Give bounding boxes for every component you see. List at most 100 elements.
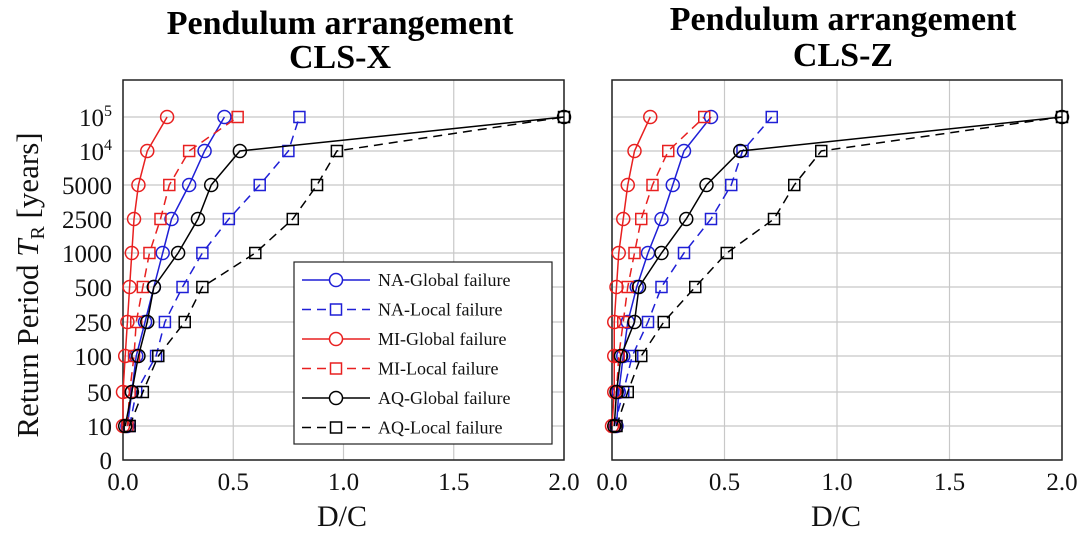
x-axis-label-right: D/C — [811, 500, 861, 533]
data-point-mi-global-failure — [124, 245, 140, 261]
data-point-na-local-failure — [641, 315, 655, 329]
series-line-mi-local-failure — [613, 116, 705, 427]
data-point-mi-global-failure — [122, 279, 137, 295]
data-point-aq-local-failure — [136, 385, 150, 399]
data-point-aq-global-failure — [140, 314, 155, 330]
legend-marker-mi-global-failure — [328, 331, 344, 347]
chart-title-left: Pendulum arrangement — [167, 5, 514, 42]
data-point-aq-local-failure — [286, 212, 300, 226]
data-point-aq-local-failure — [557, 110, 571, 124]
y-axis-label-unit: [years] — [10, 132, 45, 226]
data-point-aq-local-failure — [610, 419, 623, 433]
data-point-mi-local-failure — [635, 212, 648, 226]
data-point-na-global-failure — [164, 211, 179, 227]
data-point-mi-local-failure — [154, 212, 167, 226]
data-point-aq-local-failure — [815, 144, 828, 158]
data-point-aq-local-failure — [196, 280, 209, 294]
y-tick-base: 10 — [79, 139, 104, 166]
legend-label-aq-local-failure: AQ-Local failure — [378, 418, 502, 438]
x-tick-label: 0.0 — [596, 469, 627, 496]
data-point-mi-local-failure — [662, 144, 675, 158]
data-point-aq-global-failure — [556, 109, 572, 125]
series-line-aq-local-failure — [615, 116, 1063, 427]
y-tick-label: 105 — [79, 103, 112, 132]
data-point-mi-global-failure — [627, 143, 642, 159]
data-point-na-local-failure — [158, 315, 172, 329]
data-point-na-local-failure — [222, 212, 236, 226]
data-point-aq-local-failure — [767, 212, 781, 226]
chart-subtitle-left: CLS-X — [289, 39, 391, 76]
series-line-aq-global-failure — [124, 116, 565, 427]
data-point-na-global-failure — [676, 143, 692, 159]
data-point-aq-local-failure — [178, 315, 191, 329]
data-point-na-local-failure — [253, 178, 266, 192]
data-point-aq-global-failure — [631, 279, 647, 295]
data-point-na-local-failure — [677, 246, 691, 260]
data-point-aq-global-failure — [733, 143, 748, 159]
data-point-na-local-failure — [196, 246, 209, 260]
data-point-aq-local-failure — [310, 178, 324, 192]
data-point-na-local-failure — [725, 178, 738, 192]
y-tick-label: 10 — [87, 414, 112, 441]
x-tick-label: 1.5 — [934, 469, 965, 496]
chart-title-right: Pendulum arrangement — [670, 1, 1017, 38]
legend-label-na-local-failure: NA-Local failure — [378, 300, 502, 320]
y-axis-label: Return Period TR [years] — [10, 132, 49, 437]
data-point-aq-local-failure — [330, 144, 344, 158]
series-line-na-global-failure — [126, 116, 226, 427]
data-point-na-local-failure — [765, 110, 778, 124]
legend-label-aq-global-failure: AQ-Global failure — [378, 388, 510, 408]
y-tick-base: 10 — [79, 105, 104, 132]
data-point-aq-global-failure — [679, 211, 694, 227]
data-point-aq-global-failure — [131, 348, 146, 364]
y-tick-exponent: 5 — [104, 103, 112, 120]
data-point-na-local-failure — [704, 212, 718, 226]
data-point-aq-global-failure — [190, 211, 206, 227]
data-point-aq-global-failure — [654, 245, 669, 261]
data-point-na-local-failure — [655, 280, 668, 294]
data-point-aq-local-failure — [689, 280, 702, 294]
x-tick-label: 1.0 — [821, 469, 852, 496]
data-point-na-global-failure — [654, 211, 669, 227]
x-tick-label: 2.0 — [548, 469, 579, 496]
y-tick-label: 100 — [75, 344, 113, 371]
data-point-aq-global-failure — [117, 418, 133, 434]
data-point-na-local-failure — [176, 280, 189, 294]
y-axis-label-italic: T — [10, 237, 45, 257]
y-tick-label: 0 — [100, 448, 113, 475]
legend-marker-aq-local-failure — [329, 421, 343, 434]
legend-label-mi-global-failure: MI-Global failure — [378, 329, 506, 349]
data-point-na-global-failure — [197, 143, 212, 159]
x-tick-label: 2.0 — [1046, 469, 1077, 496]
legend-label-na-global-failure: NA-Global failure — [378, 270, 510, 290]
data-point-mi-local-failure — [163, 178, 176, 192]
data-point-mi-global-failure — [611, 245, 626, 261]
legend-marker-aq-global-failure — [328, 390, 344, 406]
y-tick-label: 500 — [75, 275, 113, 302]
legend-marker-mi-local-failure — [329, 362, 343, 375]
data-point-aq-local-failure — [720, 246, 733, 260]
data-point-mi-local-failure — [136, 280, 150, 294]
data-point-aq-local-failure — [249, 246, 262, 260]
data-point-mi-local-failure — [129, 315, 143, 329]
y-tick-label: 2500 — [62, 207, 112, 234]
y-tick-label: 104 — [79, 137, 112, 166]
x-tick-label: 0.5 — [218, 469, 249, 496]
data-point-mi-global-failure — [607, 314, 622, 330]
data-point-aq-global-failure — [607, 418, 622, 434]
data-point-aq-local-failure — [152, 349, 165, 363]
y-tick-exponent: 4 — [104, 137, 112, 154]
series-line-na-global-failure — [615, 116, 712, 427]
axes-frame-right — [611, 79, 1063, 461]
data-point-aq-global-failure — [203, 177, 219, 193]
data-point-aq-local-failure — [788, 178, 801, 192]
legend: NA-Global failure NA-Local failure MI-Glob… — [293, 261, 553, 445]
data-point-aq-global-failure — [1054, 109, 1070, 125]
legend-marker-na-local-failure — [329, 303, 343, 316]
y-axis-label-sub: R — [27, 226, 49, 240]
data-point-mi-global-failure — [126, 211, 142, 227]
data-point-na-local-failure — [293, 110, 306, 124]
data-point-mi-global-failure — [620, 177, 635, 193]
data-point-aq-global-failure — [146, 279, 162, 295]
